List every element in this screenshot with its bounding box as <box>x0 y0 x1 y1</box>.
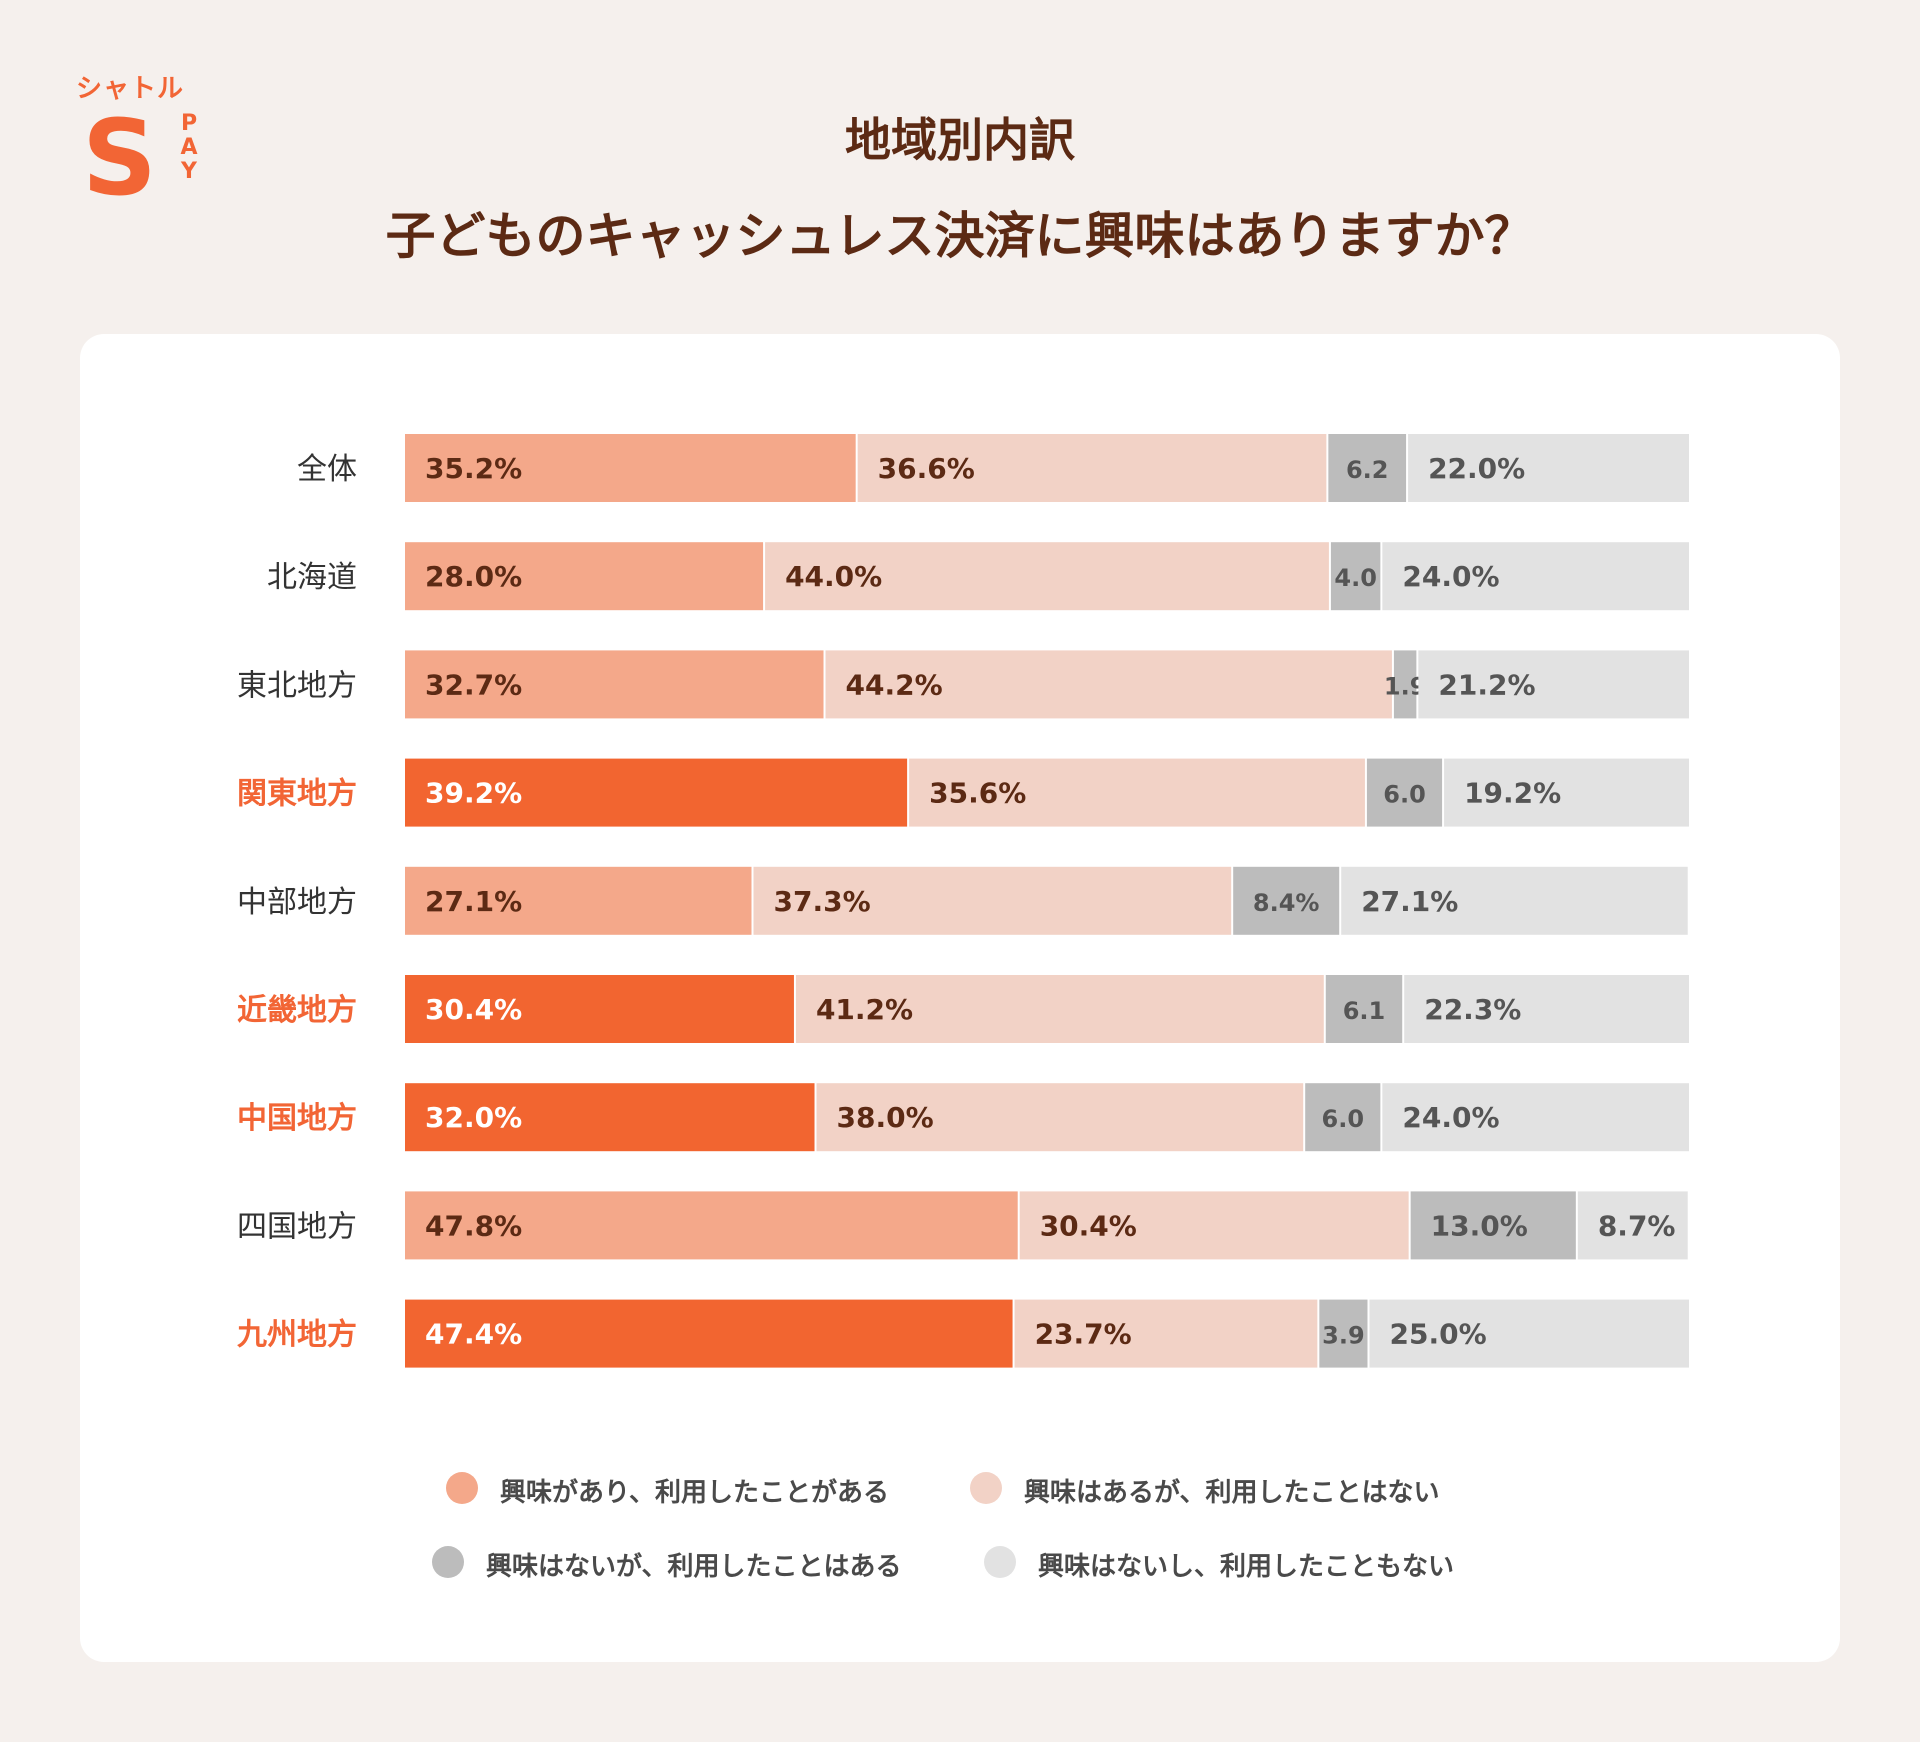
data-label: 6.2 <box>1346 456 1389 484</box>
data-label: 8.4% <box>1253 889 1320 917</box>
brand-sub: PAY <box>180 111 198 184</box>
bar-segment <box>1325 975 1403 1043</box>
legend-swatch-2 <box>970 1472 1002 1504</box>
data-label: 24.0% <box>1402 1101 1499 1134</box>
bar-segment <box>1369 1299 1689 1368</box>
category-label: 九州地方 <box>237 1318 357 1353</box>
data-label: 28.0% <box>425 560 522 593</box>
bar-segment <box>1328 434 1407 502</box>
data-label: 38.0% <box>837 1101 934 1134</box>
brand-mark: S <box>82 97 157 219</box>
data-label: 3.9 <box>1322 1322 1365 1350</box>
legend-label-4: 興味はないし、利用したこともない <box>1038 1552 1455 1582</box>
data-label: 30.4% <box>1040 1209 1137 1242</box>
bar-segment <box>405 1191 1018 1260</box>
legend-label-1: 興味があり、利用したことがある <box>500 1478 889 1508</box>
data-label: 6.0 <box>1383 781 1426 809</box>
bar-segment <box>1410 1191 1576 1260</box>
legend-label-3: 興味はないが、利用したことはある <box>486 1552 902 1582</box>
brand-logo: シャトル S PAY <box>76 68 206 210</box>
data-label: 44.2% <box>846 668 943 701</box>
data-label: 37.3% <box>774 885 871 918</box>
bar-segment <box>405 758 908 827</box>
bar-segment <box>1444 758 1689 827</box>
bar-segment <box>1319 1299 1368 1368</box>
bar-segment <box>1393 650 1417 719</box>
chart-title-line2: 子どものキャッシュレス決済に興味はありますか？ <box>385 207 1535 265</box>
bar-segment <box>1366 758 1443 827</box>
data-label: 27.1% <box>1361 885 1458 918</box>
data-label: 8.7% <box>1598 1209 1676 1242</box>
bar-segment <box>816 1083 1304 1152</box>
bar-segment <box>1014 1299 1318 1368</box>
data-label: 44.0% <box>785 560 882 593</box>
data-label: 23.7% <box>1035 1318 1132 1351</box>
bar-segment <box>753 866 1232 935</box>
data-label: 32.0% <box>425 1101 522 1134</box>
brand-name: シャトル <box>76 74 185 104</box>
bar-segment <box>1305 1083 1381 1152</box>
bar-segment <box>405 650 824 719</box>
data-label: 41.2% <box>816 993 913 1026</box>
data-label: 24.0% <box>1402 560 1499 593</box>
bar-segment <box>1382 542 1689 611</box>
stacked-bar-chart: 全体 35.2% 36.6% 6.2 22.0% 北海道 28.0% 44.0% 4.0 24.0… <box>237 434 1689 1368</box>
category-label: 北海道 <box>267 560 357 595</box>
bar-segment <box>1330 542 1381 611</box>
chart-card: 全体 35.2% 36.6% 6.2 22.0% 北海道 28.0% 44.0% 4.0 24.0… <box>80 334 1840 1662</box>
data-label: 32.7% <box>425 668 522 701</box>
category-label: 関東地方 <box>237 777 357 812</box>
legend-swatch-3 <box>432 1546 464 1578</box>
bar-segment <box>405 1083 815 1152</box>
bar-segment <box>1577 1191 1688 1260</box>
data-label: 4.0 <box>1334 564 1377 592</box>
bar-segment <box>405 975 794 1043</box>
data-label: 13.0% <box>1431 1209 1528 1242</box>
bar-segment <box>909 758 1365 827</box>
bar-segment <box>825 650 1392 719</box>
data-label: 6.0 <box>1322 1105 1365 1133</box>
data-label: 39.2% <box>425 777 522 810</box>
legend-label-2: 興味はあるが、利用したことはない <box>1024 1478 1440 1508</box>
bar-segment <box>1408 434 1689 502</box>
data-label: 25.0% <box>1390 1318 1487 1351</box>
category-label: 四国地方 <box>237 1209 357 1244</box>
data-label: 21.2% <box>1438 668 1535 701</box>
bar-segment <box>405 434 856 502</box>
category-label: 全体 <box>297 452 357 487</box>
bar-segment <box>857 434 1327 502</box>
legend-swatch-1 <box>446 1472 478 1504</box>
data-label: 35.2% <box>425 452 522 485</box>
bar-segment <box>1382 1083 1689 1152</box>
chart-title-line1: 地域別内訳 <box>845 113 1075 167</box>
bar-segment <box>1341 866 1688 935</box>
bar-segment <box>1418 650 1689 719</box>
data-label: 35.6% <box>929 777 1026 810</box>
legend-swatch-4 <box>984 1546 1016 1578</box>
bar-segment <box>1019 1191 1409 1260</box>
category-label: 近畿地方 <box>237 993 357 1028</box>
category-label: 中部地方 <box>237 885 357 920</box>
bar-segment <box>1404 975 1689 1043</box>
data-label: 47.4% <box>425 1318 522 1351</box>
data-label: 6.1 <box>1343 997 1386 1025</box>
category-label: 東北地方 <box>237 668 357 703</box>
bar-segment <box>405 542 764 611</box>
data-label: 47.8% <box>425 1209 522 1242</box>
bar-segment <box>765 542 1329 611</box>
data-label: 30.4% <box>425 993 522 1026</box>
bar-segment <box>1233 866 1340 935</box>
bar-segment <box>795 975 1324 1043</box>
data-label: 22.3% <box>1424 993 1521 1026</box>
data-label: 19.2% <box>1464 777 1561 810</box>
data-label: 27.1% <box>425 885 522 918</box>
bar-segment <box>405 1299 1013 1368</box>
data-label: 36.6% <box>878 452 975 485</box>
category-label: 中国地方 <box>237 1101 357 1136</box>
data-label: 22.0% <box>1428 452 1525 485</box>
bar-segment <box>405 866 752 935</box>
